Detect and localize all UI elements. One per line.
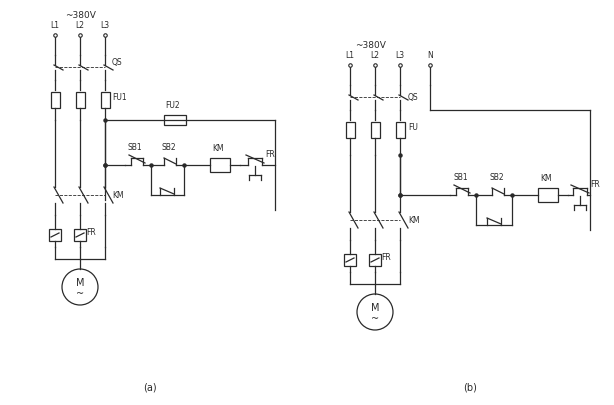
Text: SB1: SB1	[453, 173, 468, 182]
Text: KM: KM	[540, 174, 551, 183]
Text: SB2: SB2	[161, 143, 176, 152]
Text: FR: FR	[86, 228, 96, 237]
Bar	[74, 229, 86, 241]
Text: FR: FR	[265, 150, 274, 159]
Bar	[164, 115, 186, 125]
Text: M: M	[371, 303, 379, 313]
Text: FU: FU	[408, 123, 418, 132]
Text: FU2: FU2	[165, 101, 180, 110]
Bar	[395, 122, 405, 138]
Bar	[344, 254, 356, 266]
Text: L1: L1	[346, 51, 354, 60]
Text: M: M	[76, 278, 84, 288]
Text: L3: L3	[395, 51, 405, 60]
Text: FU1: FU1	[112, 93, 126, 102]
Text: ~: ~	[371, 314, 379, 324]
Text: (a): (a)	[143, 382, 157, 392]
Bar	[346, 122, 354, 138]
Text: ~380V: ~380V	[65, 11, 96, 20]
Text: QS: QS	[112, 58, 123, 67]
Text: KM: KM	[212, 144, 223, 153]
Bar	[210, 158, 230, 172]
Text: KM: KM	[408, 216, 419, 225]
Text: FR: FR	[590, 180, 600, 189]
Bar	[76, 92, 85, 108]
Text: FR: FR	[381, 253, 391, 262]
Bar	[370, 122, 379, 138]
Bar	[50, 92, 60, 108]
Bar	[49, 229, 61, 241]
Text: L2: L2	[370, 51, 379, 60]
Bar	[101, 92, 109, 108]
Text: N: N	[427, 51, 433, 60]
Text: L1: L1	[50, 21, 60, 30]
Bar	[538, 188, 558, 202]
Text: ~: ~	[76, 289, 84, 299]
Text: SB2: SB2	[489, 173, 503, 182]
Text: L2: L2	[76, 21, 85, 30]
Text: KM: KM	[112, 191, 123, 200]
Text: (b): (b)	[463, 382, 477, 392]
Text: QS: QS	[408, 93, 419, 102]
Bar	[369, 254, 381, 266]
Text: ~380V: ~380V	[355, 41, 386, 50]
Text: L3: L3	[101, 21, 109, 30]
Text: SB1: SB1	[128, 143, 142, 152]
